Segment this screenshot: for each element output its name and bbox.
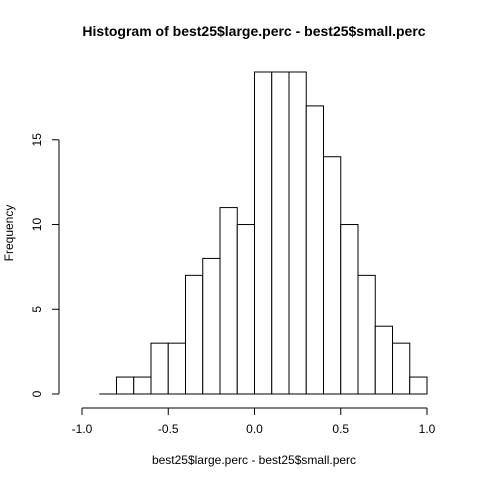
x-tick-label: 0.5 xyxy=(332,422,349,436)
histogram-bar xyxy=(409,376,428,395)
histogram-bar xyxy=(133,376,152,395)
chart-title: Histogram of best25$large.perc - best25$… xyxy=(82,23,425,39)
histogram-bar xyxy=(288,71,307,395)
histogram-bar xyxy=(374,325,393,395)
histogram-bar xyxy=(340,224,359,395)
y-tick-label: 5 xyxy=(30,306,44,313)
histogram-bar xyxy=(271,71,290,395)
histogram-bar xyxy=(357,274,376,395)
y-axis-label: Frequency xyxy=(2,205,16,262)
histogram-bars xyxy=(99,71,428,395)
x-tick-label: 1.0 xyxy=(419,422,436,436)
histogram-bar xyxy=(236,224,255,395)
histogram-bar xyxy=(167,342,186,395)
histogram-bar xyxy=(116,376,135,395)
histogram-bar xyxy=(185,274,204,395)
histogram-bar xyxy=(392,342,411,395)
y-axis: 0 5 10 15 xyxy=(30,133,60,397)
y-tick-label: 10 xyxy=(30,218,44,232)
histogram-bar xyxy=(219,207,238,395)
y-tick-label: 0 xyxy=(30,390,44,397)
x-tick-label: 0.0 xyxy=(246,422,263,436)
y-tick-label: 15 xyxy=(30,133,44,147)
x-tick-label: -1.0 xyxy=(72,422,93,436)
histogram-bar xyxy=(202,257,221,395)
x-axis-label: best25$large.perc - best25$small.perc xyxy=(152,453,356,467)
histogram-bar xyxy=(323,156,342,395)
x-tick-label: -0.5 xyxy=(158,422,179,436)
histogram-bar xyxy=(254,71,273,395)
x-axis: -1.0 -0.5 0.0 0.5 1.0 xyxy=(72,407,436,436)
histogram-bar xyxy=(150,342,169,395)
histogram-bar xyxy=(305,105,324,395)
